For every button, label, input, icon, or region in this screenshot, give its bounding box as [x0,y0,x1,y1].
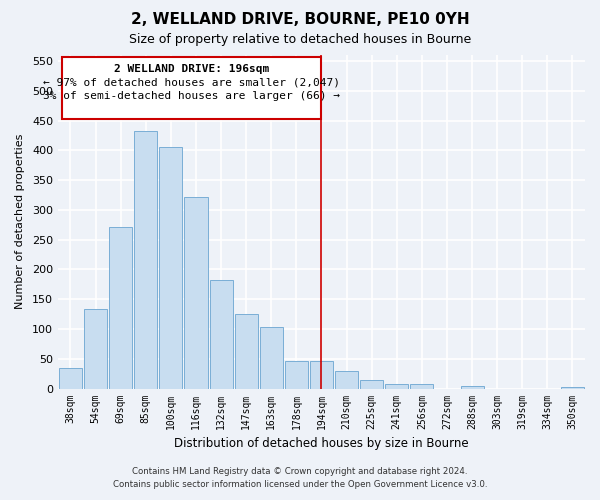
Bar [410,384,433,388]
Bar [360,380,383,388]
Bar [59,368,82,388]
Text: Contains HM Land Registry data © Crown copyright and database right 2024.
Contai: Contains HM Land Registry data © Crown c… [113,467,487,489]
Text: 2 WELLAND DRIVE: 196sqm: 2 WELLAND DRIVE: 196sqm [114,64,269,74]
Bar [310,361,333,388]
Bar [84,310,107,388]
FancyBboxPatch shape [62,57,322,120]
Bar [184,197,208,388]
Bar [109,226,132,388]
Text: 3% of semi-detached houses are larger (66) →: 3% of semi-detached houses are larger (6… [43,90,340,101]
Bar [385,384,409,388]
Bar [134,131,157,388]
Bar [160,148,182,388]
X-axis label: Distribution of detached houses by size in Bourne: Distribution of detached houses by size … [174,437,469,450]
Y-axis label: Number of detached properties: Number of detached properties [15,134,25,310]
Bar [235,314,258,388]
Text: 2, WELLAND DRIVE, BOURNE, PE10 0YH: 2, WELLAND DRIVE, BOURNE, PE10 0YH [131,12,469,28]
Bar [461,386,484,388]
Bar [209,280,233,388]
Bar [561,387,584,388]
Bar [285,361,308,388]
Bar [260,327,283,388]
Text: Size of property relative to detached houses in Bourne: Size of property relative to detached ho… [129,32,471,46]
Text: ← 97% of detached houses are smaller (2,047): ← 97% of detached houses are smaller (2,… [43,78,340,88]
Bar [335,372,358,388]
